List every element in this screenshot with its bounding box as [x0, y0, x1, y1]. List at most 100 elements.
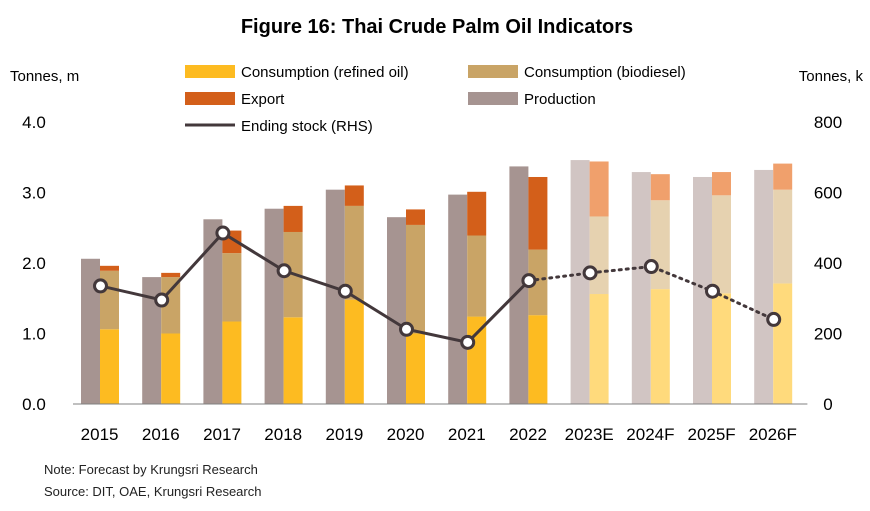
- bar-consumption-biodiesel-2023e: [589, 216, 609, 295]
- legend-label-ending-stock-rhs: Ending stock (RHS): [241, 118, 373, 135]
- bar-consumption-refined-oil-2020: [406, 333, 425, 404]
- ending-stock-point-2019: [337, 283, 353, 299]
- right-tick-label: 0: [823, 395, 832, 414]
- bar-export-2019: [344, 185, 364, 206]
- legend-label-export: Export: [241, 91, 285, 108]
- bar-export-2023e: [589, 161, 609, 217]
- legend-swatch-consumption-biodiesel: [468, 65, 518, 78]
- x-tick-label-2017: 2017: [203, 425, 241, 444]
- bar-production-2017: [203, 219, 223, 404]
- bar-export-2026f: [773, 163, 793, 190]
- bar-consumption-biodiesel-2016: [161, 277, 181, 334]
- right-axis-unit: Tonnes, k: [799, 68, 864, 85]
- bar-consumption-refined-oil-2025f: [712, 293, 731, 404]
- x-tick-label-2015: 2015: [81, 425, 119, 444]
- legend-label-consumption-refined-oil: Consumption (refined oil): [241, 64, 409, 81]
- x-tick-label-2021: 2021: [448, 425, 486, 444]
- x-tick-label-2026f: 2026F: [749, 425, 797, 444]
- ending-stock-point-2023e: [582, 265, 598, 281]
- bar-production-2020: [387, 217, 406, 404]
- forecast-note: Note: Forecast by Krungsri Research: [44, 462, 258, 477]
- x-tick-label-2023e: 2023E: [565, 425, 614, 444]
- bar-export-2024f: [650, 174, 670, 201]
- ending-stock-point-2024f: [643, 259, 659, 275]
- bar-consumption-refined-oil-2017: [222, 321, 242, 404]
- right-tick-label: 400: [814, 254, 842, 273]
- bar-export-2015: [100, 265, 119, 271]
- ending-stock-point-2022: [521, 273, 537, 289]
- ending-stock-line-forecast: [527, 264, 776, 321]
- right-tick-label: 800: [814, 113, 842, 132]
- x-tick-label-2022: 2022: [509, 425, 547, 444]
- legend-swatch-production: [468, 92, 518, 105]
- bar-consumption-biodiesel-2026f: [773, 189, 793, 284]
- x-tick-label-2025f: 2025F: [687, 425, 735, 444]
- bar-production-2018: [264, 208, 284, 404]
- ending-stock-point-2016: [154, 292, 170, 308]
- chart-title: Figure 16: Thai Crude Palm Oil Indicator…: [241, 16, 633, 38]
- right-tick-label: 600: [814, 184, 842, 203]
- left-axis-unit: Tonnes, m: [10, 68, 79, 85]
- bar-export-2025f: [712, 172, 731, 196]
- bar-export-2022: [528, 176, 548, 250]
- bar-consumption-refined-oil-2021: [467, 316, 487, 404]
- ending-stock-point-2015: [93, 278, 108, 294]
- legend: Consumption (refined oil) Consumption (bi…: [185, 64, 686, 135]
- left-tick-label: 2.0: [22, 254, 46, 273]
- left-tick-label: 4.0: [22, 113, 46, 132]
- bar-production-2026f: [754, 169, 774, 404]
- bar-production-2024f: [631, 172, 651, 404]
- bar-consumption-biodiesel-2021: [467, 235, 487, 317]
- legend-label-consumption-biodiesel: Consumption (biodiesel): [524, 64, 686, 81]
- bar-export-2016: [161, 272, 181, 278]
- left-tick-label: 1.0: [22, 325, 46, 344]
- ending-stock-layer: [93, 225, 782, 350]
- bar-consumption-biodiesel-2024f: [650, 200, 670, 290]
- left-axis-ticks: 0.0 1.0 2.0 3.0 4.0: [22, 113, 46, 414]
- bar-production-2019: [325, 189, 345, 404]
- bars-layer: [81, 160, 793, 404]
- bar-consumption-biodiesel-2017: [222, 253, 242, 322]
- source-note: Source: DIT, OAE, Krungsri Research: [44, 484, 262, 499]
- bar-export-2021: [467, 191, 487, 236]
- x-tick-label-2019: 2019: [325, 425, 363, 444]
- bar-production-2016: [142, 277, 162, 404]
- ending-stock-line-actual: [100, 231, 530, 344]
- bar-consumption-biodiesel-2020: [406, 224, 425, 334]
- ending-stock-point-2018: [276, 263, 292, 279]
- x-tick-label-2020: 2020: [387, 425, 425, 444]
- ending-stock-point-2025f: [705, 283, 720, 299]
- bar-consumption-refined-oil-2019: [344, 299, 364, 404]
- right-axis-ticks: 0 200 400 600 800: [814, 113, 842, 414]
- bar-export-2020: [406, 209, 425, 225]
- left-tick-label: 0.0: [22, 395, 46, 414]
- bar-consumption-biodiesel-2025f: [712, 195, 731, 294]
- bar-production-2015: [81, 258, 100, 404]
- bar-export-2018: [283, 205, 303, 232]
- legend-swatch-export: [185, 92, 235, 105]
- bar-production-2022: [509, 166, 529, 404]
- legend-swatch-consumption-refined-oil: [185, 65, 235, 78]
- x-tick-label-2018: 2018: [264, 425, 302, 444]
- ending-stock-point-2026f: [766, 311, 782, 327]
- bar-consumption-refined-oil-2023e: [589, 294, 609, 404]
- right-tick-label: 200: [814, 325, 842, 344]
- ending-stock-point-2017: [215, 225, 231, 241]
- bar-consumption-refined-oil-2018: [283, 317, 303, 404]
- bar-consumption-biodiesel-2019: [344, 205, 364, 300]
- bar-consumption-refined-oil-2024f: [650, 289, 670, 404]
- legend-label-production: Production: [524, 91, 596, 108]
- bar-consumption-refined-oil-2026f: [773, 283, 793, 404]
- bar-consumption-refined-oil-2016: [161, 333, 181, 404]
- bar-consumption-refined-oil-2022: [528, 315, 548, 404]
- bar-production-2025f: [693, 176, 712, 404]
- x-tick-label-2016: 2016: [142, 425, 180, 444]
- bar-production-2023e: [570, 160, 590, 404]
- bar-production-2021: [448, 194, 468, 404]
- bar-consumption-biodiesel-2022: [528, 249, 548, 316]
- ending-stock-point-2020: [399, 321, 414, 337]
- bar-consumption-refined-oil-2015: [100, 329, 119, 404]
- ending-stock-point-2021: [460, 334, 476, 350]
- x-axis-ticks: 2015 2016 2017 2018 2019 2020 2021 2022 2023E 202…: [81, 425, 797, 444]
